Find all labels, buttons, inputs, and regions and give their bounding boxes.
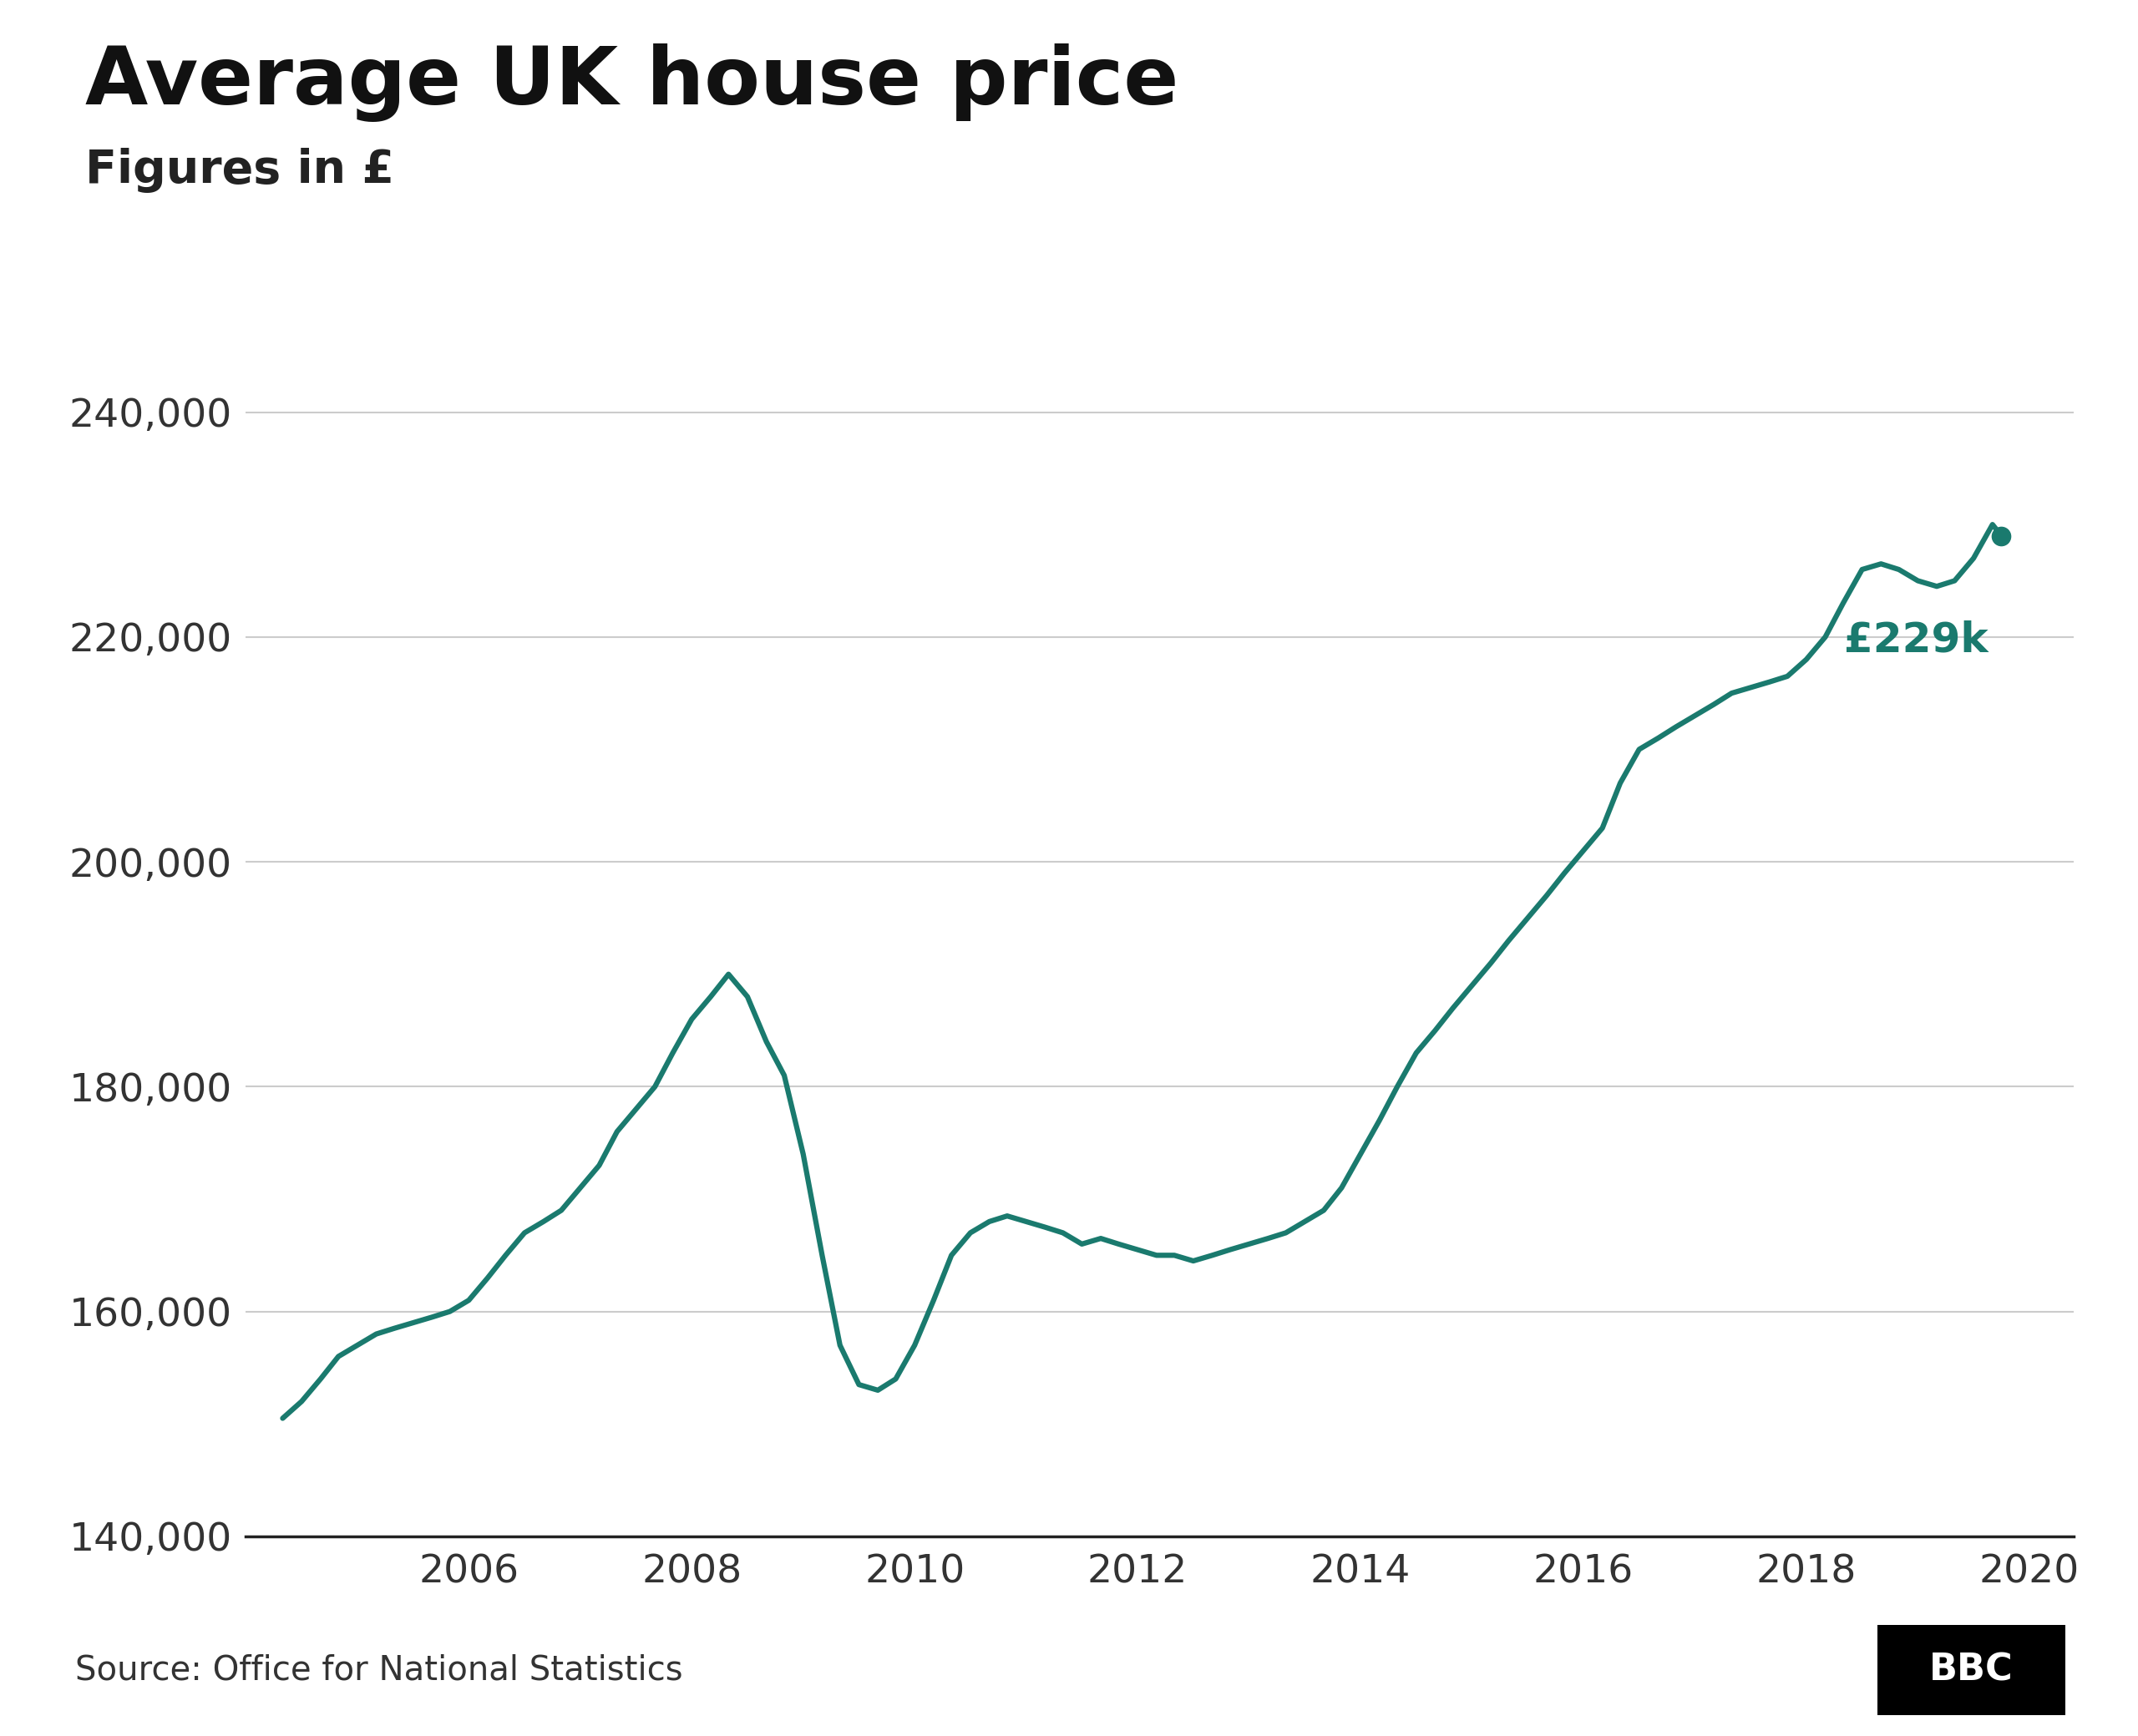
Text: Average UK house price: Average UK house price	[86, 43, 1178, 122]
Text: £229k: £229k	[1843, 620, 1988, 660]
Text: Figures in £: Figures in £	[86, 148, 396, 193]
Text: Source: Office for National Statistics: Source: Office for National Statistics	[75, 1654, 682, 1687]
Text: BBC: BBC	[1928, 1653, 2014, 1687]
